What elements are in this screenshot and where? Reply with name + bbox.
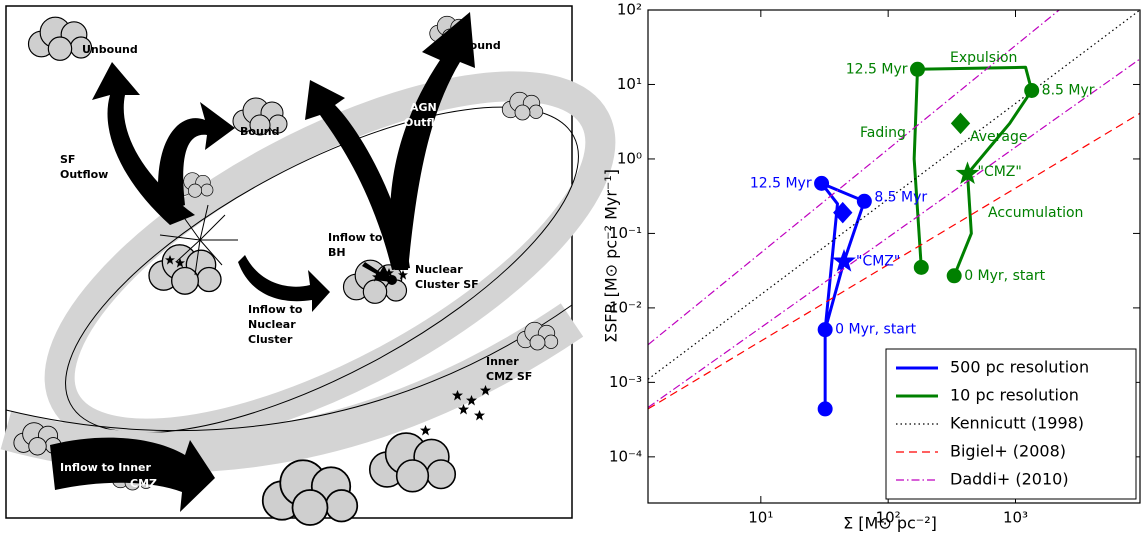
y-axis-label: ΣSFR [M⊙ pc⁻² Myr⁻¹]	[602, 169, 621, 343]
label: Inflow to	[248, 303, 303, 316]
label: Outflow	[60, 168, 108, 181]
x-tick-label: 10²	[876, 509, 901, 527]
feedback-arrows	[159, 204, 238, 276]
inflow-nuclear-arrow	[238, 255, 330, 312]
label: CMZ SF	[486, 370, 532, 383]
legend-label: 10 pc resolution	[950, 386, 1079, 405]
label: BH	[328, 246, 346, 259]
label: Bound	[240, 125, 279, 138]
label: Inflow to Inner	[60, 461, 151, 474]
series-line	[648, 58, 1140, 408]
series-line	[648, 10, 1060, 346]
point-label: "CMZ"	[856, 253, 900, 269]
point-label: "CMZ"	[978, 164, 1022, 180]
y-tick-label: 10¹	[617, 75, 642, 93]
label: Outflow	[404, 116, 452, 129]
label: CMZ	[130, 477, 157, 490]
annotation: Fading	[860, 125, 906, 141]
arrows	[50, 12, 475, 512]
point	[950, 112, 971, 135]
x-tick-label: 10³	[1003, 509, 1028, 527]
annotation: Average	[970, 129, 1028, 145]
point	[910, 61, 926, 77]
inner-line	[5, 304, 573, 432]
label: AGN	[410, 101, 437, 114]
black-hole	[387, 275, 397, 285]
point	[856, 193, 872, 209]
label: Unbound	[445, 39, 501, 52]
y-tick-label: 10⁻²	[609, 298, 642, 316]
point-label: 12.5 Myr	[846, 61, 908, 77]
label: Cluster SF	[415, 278, 479, 291]
label: SF	[60, 153, 75, 166]
inflow-inner-arrow	[50, 437, 215, 512]
legend-label: Daddi+ (2010)	[950, 470, 1069, 489]
y-tick-label: 10⁻¹	[609, 224, 642, 242]
series-line	[648, 112, 1140, 410]
plot-content	[648, 10, 1140, 417]
point	[814, 175, 830, 191]
label: Cluster	[248, 333, 293, 346]
x-axis-label: Σ [M⊙ pc⁻²]	[843, 514, 937, 533]
point-label: 8.5 Myr	[874, 189, 927, 205]
point-label: 12.5 Myr	[750, 175, 812, 191]
point-label: 0 Myr, start	[964, 268, 1045, 284]
y-tick-label: 10⁰	[617, 149, 642, 167]
orbit-line	[65, 106, 579, 434]
diagram-labels: Unbound Unbound Bound SF Outflow AGN Out…	[60, 39, 532, 490]
legend-label: 500 pc resolution	[950, 358, 1089, 377]
label: Nuclear	[415, 263, 463, 276]
point	[817, 401, 833, 417]
agn-left-arrow	[305, 80, 410, 270]
sf-outflow-arrow	[92, 62, 195, 225]
legend: 500 pc resolution 10 pc resolution Kennicu…	[885, 348, 1137, 500]
label: Nuclear	[248, 318, 296, 331]
y-tick-label: 10²	[617, 1, 642, 19]
diagram: Unbound Unbound Bound SF Outflow AGN Out…	[0, 5, 616, 526]
y-tick-label: 10⁻³	[609, 373, 642, 391]
plot-frame	[647, 9, 1141, 504]
x-tick-label: 10¹	[748, 509, 773, 527]
chart: 10¹ 10² 10³ 10⁻⁴ 10⁻³ 10⁻² 10⁻¹ 10⁰ 10¹ 10² 0 Myr,…	[602, 1, 1141, 533]
point	[955, 161, 980, 184]
inflow-bh-arrow	[362, 262, 392, 282]
label: Unbound	[82, 43, 138, 56]
orbit-band	[44, 71, 616, 449]
point	[817, 322, 833, 338]
axes: 10¹ 10² 10³ 10⁻⁴ 10⁻³ 10⁻² 10⁻¹ 10⁰ 10¹ 10² 0 Myr,…	[609, 1, 1140, 527]
point	[913, 259, 929, 275]
point	[1024, 83, 1040, 99]
annotation: Accumulation	[988, 205, 1083, 221]
annotation: Expulsion	[950, 50, 1017, 66]
point-label: 8.5 Myr	[1042, 83, 1095, 99]
label: Inner	[486, 355, 519, 368]
legend-label: Bigiel+ (2008)	[950, 442, 1066, 461]
y-tick-label: 10⁻⁴	[609, 447, 642, 465]
label: Inflow to	[328, 231, 383, 244]
bound-arrow	[158, 102, 235, 215]
agn-right-arrow	[390, 12, 475, 270]
legend-label: Kennicutt (1998)	[950, 414, 1084, 433]
point	[832, 249, 856, 272]
point	[833, 201, 853, 224]
point-label: 0 Myr, start	[835, 322, 916, 338]
point	[946, 268, 962, 284]
